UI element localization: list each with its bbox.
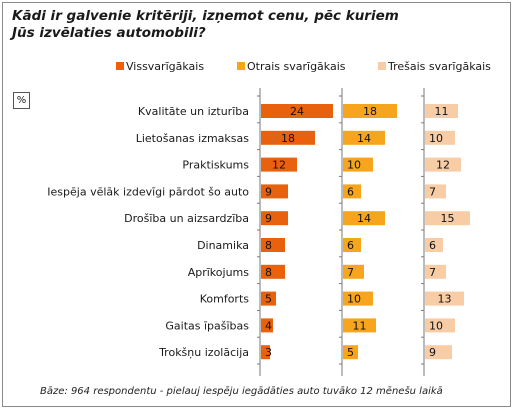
unit-label: % (13, 92, 30, 109)
legend-swatch-series-3 (378, 62, 386, 70)
category-label: Kvalitāte un izturība (138, 105, 249, 118)
bar-series-3 (425, 157, 461, 172)
bar-series-3 (425, 104, 458, 118)
data-label: 12 (436, 159, 450, 172)
chart-title: Kādi ir galvenie kritēriji, izņemot cenu… (12, 8, 399, 42)
data-label: 18 (363, 105, 377, 118)
data-label: 14 (357, 212, 371, 225)
data-label: 5 (265, 293, 272, 306)
data-label: 4 (265, 319, 272, 332)
legend-label-series-2: Otrais svarīgākais (247, 60, 346, 73)
bar-series-2 (343, 345, 358, 360)
data-label: 7 (429, 266, 436, 279)
chart-title-line-1: Kādi ir galvenie kritēriji, izņemot cenu… (12, 8, 399, 24)
data-label: 13 (438, 293, 452, 306)
bar-series-1 (261, 184, 288, 199)
data-label: 10 (429, 319, 443, 332)
data-label: 6 (429, 239, 436, 252)
bar-series-1 (261, 238, 285, 252)
data-label: 12 (272, 159, 286, 172)
bar-series-2 (343, 130, 385, 145)
data-label: 11 (353, 319, 367, 332)
legend-item-series-3: Trešais svarīgākais (378, 60, 491, 73)
bar-series-2 (343, 291, 373, 306)
bar-series-2 (343, 238, 361, 252)
data-label: 15 (441, 212, 455, 225)
bar-series-1 (261, 211, 288, 226)
category-label: Trokšņu izolācija (158, 346, 249, 359)
bar-series-2 (343, 184, 361, 199)
bar-series-2 (343, 211, 385, 226)
category-label: Iespēja vēlāk izdevīgi pārdot šo auto (47, 185, 249, 198)
data-label: 24 (290, 105, 304, 118)
bar-series-3 (425, 184, 446, 199)
bar-series-3 (425, 211, 470, 226)
data-label: 6 (347, 239, 354, 252)
legend-item-series-2: Otrais svarīgākais (237, 60, 346, 73)
data-label: 9 (265, 212, 272, 225)
data-label: 7 (347, 266, 354, 279)
data-label: 8 (265, 266, 272, 279)
chart-footnote: Bāze: 964 respondentu - pielauj iespēju … (40, 386, 443, 397)
bar-series-3 (425, 130, 455, 145)
category-label: Lietošanas izmaksas (136, 132, 250, 145)
legend-label-series-1: Vissvarīgākais (126, 60, 205, 73)
bar-series-1 (261, 291, 276, 306)
bar-series-1 (261, 345, 270, 360)
bar-series-2 (343, 264, 364, 279)
legend-item-series-1: Vissvarīgākais (116, 60, 204, 73)
bar-series-1 (261, 104, 333, 118)
data-label: 9 (429, 346, 436, 359)
bar-series-3 (425, 264, 446, 279)
bar-series-3 (425, 318, 455, 333)
data-label: 6 (347, 185, 354, 198)
category-label: Aprīkojums (188, 266, 250, 279)
data-label: 9 (265, 185, 272, 198)
data-label: 10 (429, 132, 443, 145)
category-label: Dinamika (197, 239, 249, 252)
category-label: Gaitas īpašības (165, 319, 249, 332)
data-label: 7 (429, 185, 436, 198)
bar-series-3 (425, 291, 464, 306)
bar-series-2 (343, 318, 376, 333)
chart-legend: Vissvarīgākais Otrais svarīgākais Trešai… (0, 60, 516, 74)
data-label: 14 (357, 132, 371, 145)
legend-swatch-series-2 (237, 62, 245, 70)
chart-title-line-2: Jūs izvēlaties automobili? (12, 25, 206, 41)
legend-swatch-series-1 (116, 62, 124, 70)
bar-series-1 (261, 130, 315, 145)
bar-series-1 (261, 264, 285, 279)
data-label: 18 (281, 132, 295, 145)
data-label: 11 (435, 105, 449, 118)
legend-label-series-3: Trešais svarīgākais (388, 60, 491, 73)
chart-frame (2, 2, 511, 407)
data-label: 10 (347, 159, 361, 172)
bar-series-1 (261, 318, 273, 333)
category-label: Komforts (200, 293, 250, 306)
bar-series-2 (343, 157, 373, 172)
category-label: Drošība un aizsardzība (124, 212, 249, 225)
data-label: 3 (265, 346, 272, 359)
bar-series-1 (261, 157, 297, 172)
data-label: 8 (265, 239, 272, 252)
bar-series-3 (425, 345, 452, 360)
data-label: 10 (347, 293, 361, 306)
bar-series-3 (425, 238, 443, 252)
category-label: Praktiskums (182, 159, 249, 172)
bar-series-2 (343, 104, 397, 118)
data-label: 5 (347, 346, 354, 359)
